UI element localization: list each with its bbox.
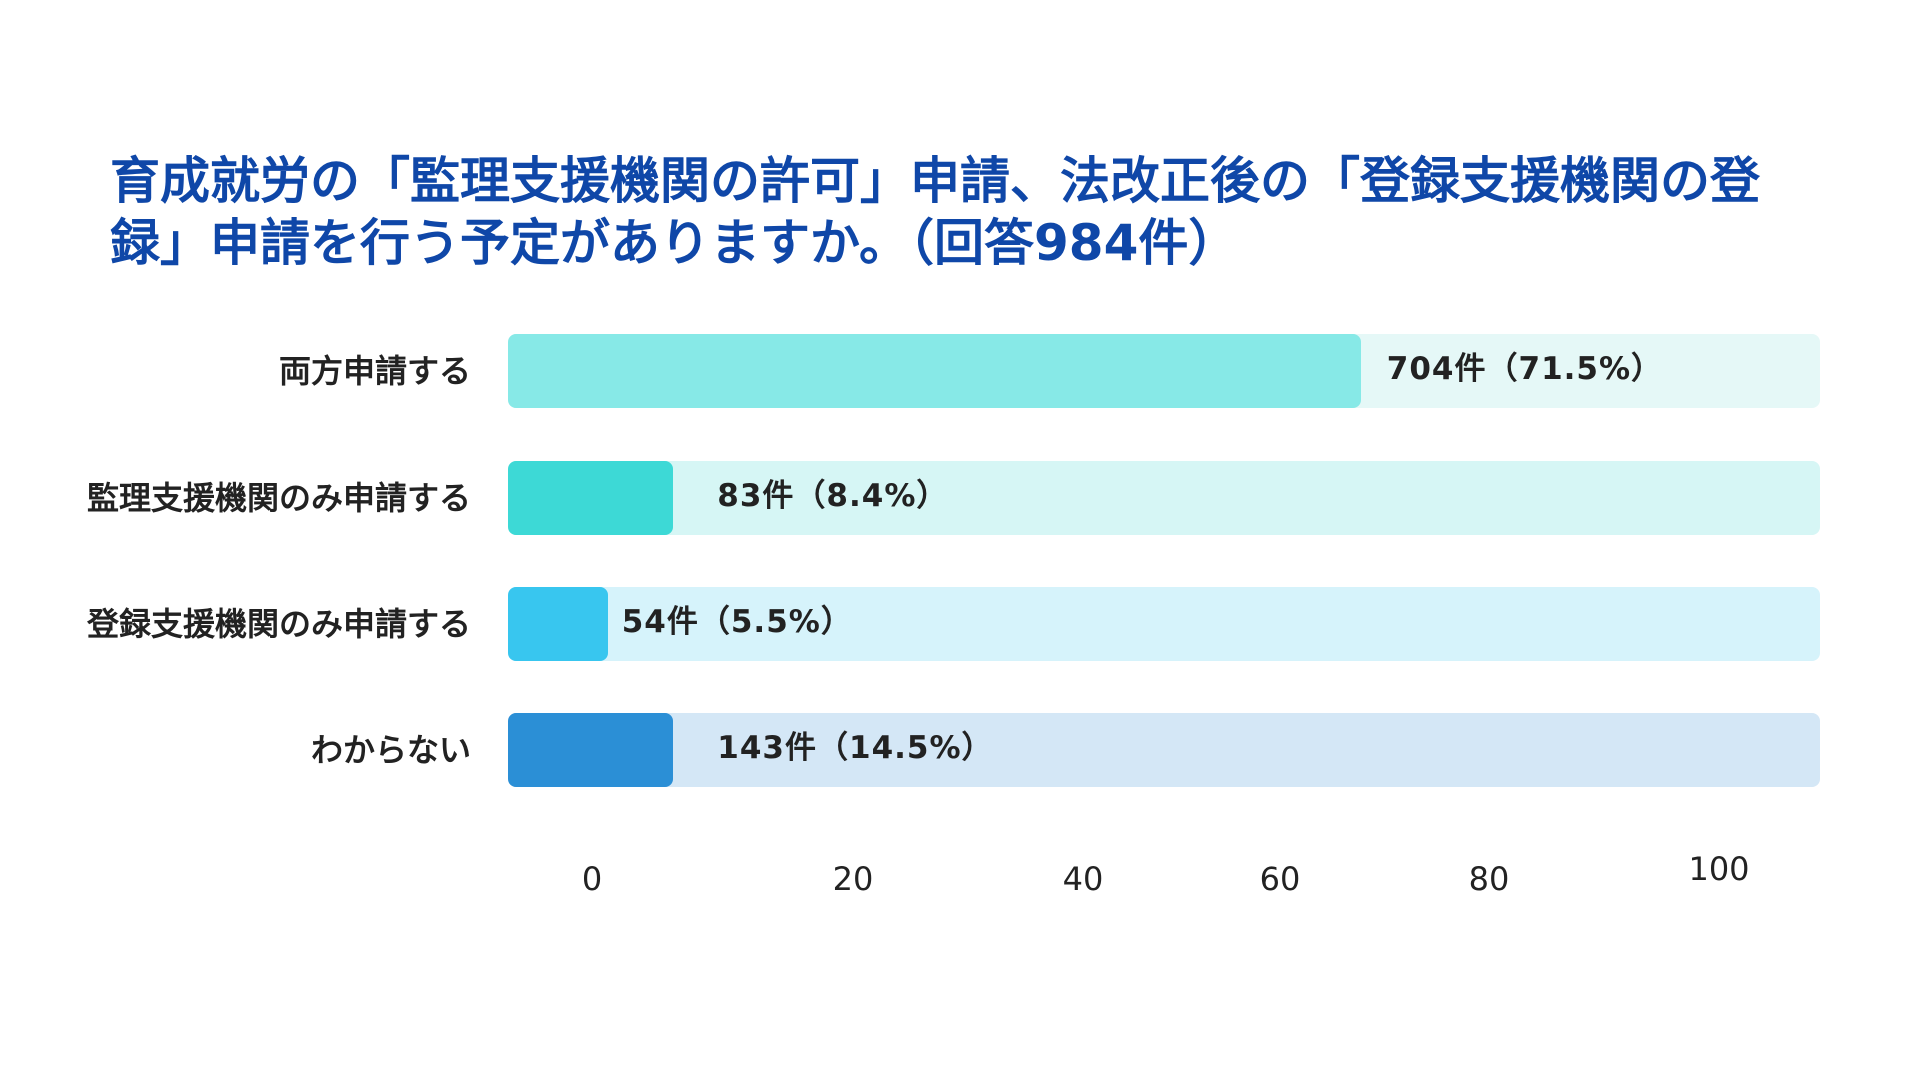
data-label: 143件（14.5%） [717,730,994,766]
category-label: 監理支援機関のみ申請する [86,479,471,517]
x-tick-label: 0 [581,860,603,898]
bar-track [508,461,1820,535]
data-label: 83件（8.4%） [717,478,949,514]
x-tick-label: 100 [1688,850,1750,888]
bar-track [508,587,1820,661]
bar [508,461,674,535]
bar-track [508,713,1820,787]
bar-row: 両方申請する 704件（71.5%） [0,334,1920,408]
x-tick-label: 60 [1259,860,1301,898]
category-label: 登録支援機関のみ申請する [86,605,471,643]
bar [508,334,1361,408]
category-label: わからない [310,731,471,769]
bar [508,587,608,661]
data-label: 704件（71.5%） [1386,351,1664,387]
data-label: 54件（5.5%） [621,604,853,640]
category-label: 両方申請する [278,352,471,390]
bar-row: わからない 143件（14.5%） [0,713,1920,787]
x-tick-label: 80 [1468,860,1510,898]
bar-row: 登録支援機関のみ申請する 54件（5.5%） [0,587,1920,661]
x-tick-label: 20 [832,860,874,898]
bar-row: 監理支援機関のみ申請する 83件（8.4%） [0,461,1920,535]
chart-title: 育成就労の「監理支援機関の許可」申請、法改正後の「登録支援機関の登録」申請を行う… [110,152,1760,272]
bar-track [508,334,1820,408]
x-tick-label: 40 [1062,860,1104,898]
bar [508,713,674,787]
